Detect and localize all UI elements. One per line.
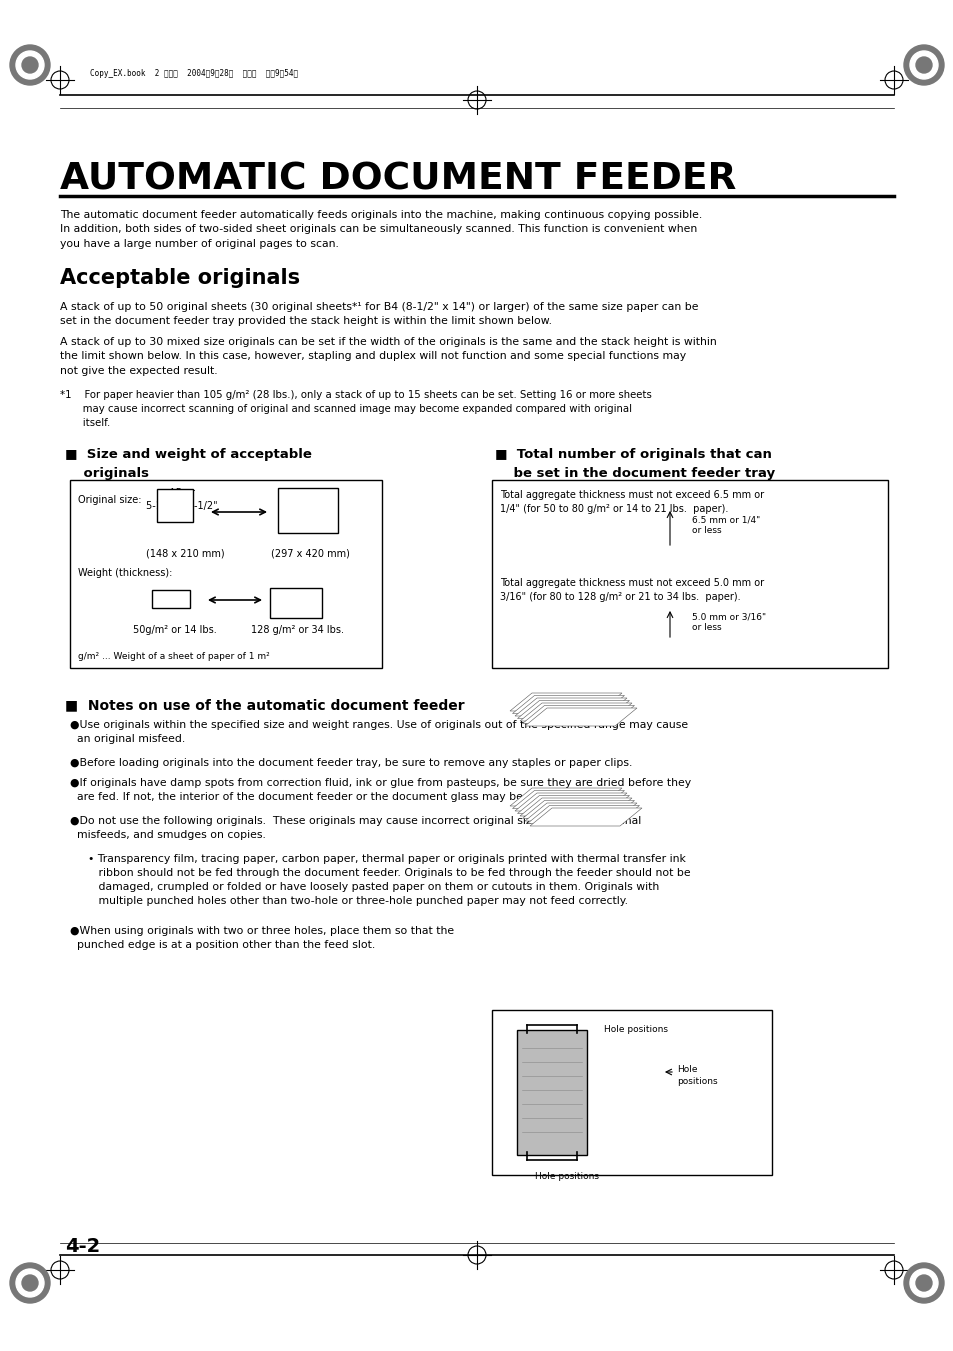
Text: Copy_EX.book  2 ページ  2004年9月28日  火曜日  午後9時54分: Copy_EX.book 2 ページ 2004年9月28日 火曜日 午後9時54… (90, 69, 297, 77)
Circle shape (10, 45, 50, 85)
Circle shape (909, 51, 937, 78)
Text: Total aggregate thickness must not exceed 6.5 mm or
1/4" (for 50 to 80 g/m² or 1: Total aggregate thickness must not excee… (499, 490, 763, 513)
Polygon shape (522, 801, 634, 819)
Circle shape (909, 1269, 937, 1297)
Circle shape (10, 1263, 50, 1302)
Polygon shape (522, 705, 634, 724)
Polygon shape (530, 808, 641, 825)
Text: ■  Notes on use of the automatic document feeder: ■ Notes on use of the automatic document… (65, 698, 464, 712)
Text: ■  Size and weight of acceptable
    originals: ■ Size and weight of acceptable original… (65, 449, 312, 480)
Bar (157, 489, 193, 521)
Text: 5.0 mm or 3/16"
or less: 5.0 mm or 3/16" or less (691, 612, 765, 632)
Text: 4-2: 4-2 (65, 1238, 100, 1256)
Text: ●When using originals with two or three holes, place them so that the
  punched : ●When using originals with two or three … (70, 925, 454, 950)
Text: AUTOMATIC DOCUMENT FEEDER: AUTOMATIC DOCUMENT FEEDER (60, 162, 736, 199)
Text: ■  Total number of originals that can
    be set in the document feeder tray: ■ Total number of originals that can be … (495, 449, 774, 480)
Polygon shape (515, 793, 626, 811)
Bar (270, 588, 322, 617)
Text: Original size:: Original size: (78, 494, 141, 505)
Polygon shape (524, 802, 637, 821)
Circle shape (915, 1275, 931, 1292)
Circle shape (22, 1275, 38, 1292)
Circle shape (915, 57, 931, 73)
Bar (70, 480, 381, 667)
Bar (517, 1029, 586, 1155)
Text: A3 or
11" x 17": A3 or 11" x 17" (287, 488, 333, 511)
Bar (492, 480, 887, 667)
Polygon shape (517, 796, 629, 813)
Text: The automatic document feeder automatically feeds originals into the machine, ma: The automatic document feeder automatica… (60, 209, 701, 249)
Circle shape (22, 57, 38, 73)
Circle shape (903, 45, 943, 85)
Text: A stack of up to 50 original sheets (30 original sheets*¹ for B4 (8-1/2" x 14") : A stack of up to 50 original sheets (30 … (60, 303, 698, 327)
Bar (492, 1011, 771, 1175)
Text: 128 g/m² or 34 lbs.: 128 g/m² or 34 lbs. (252, 626, 344, 635)
Text: ●Do not use the following originals.  These originals may cause incorrect origin: ●Do not use the following originals. The… (70, 816, 640, 840)
Text: • Transparency film, tracing paper, carbon paper, thermal paper or originals pri: • Transparency film, tracing paper, carb… (88, 854, 690, 907)
Polygon shape (519, 703, 631, 721)
Text: Hole positions: Hole positions (603, 1025, 667, 1035)
Polygon shape (517, 701, 629, 719)
Polygon shape (515, 698, 626, 716)
Text: 6.5 mm or 1/4"
or less: 6.5 mm or 1/4" or less (691, 515, 760, 535)
Text: ●Use originals within the specified size and weight ranges. Use of originals out: ●Use originals within the specified size… (70, 720, 687, 744)
Bar (152, 590, 190, 608)
Polygon shape (519, 798, 631, 816)
Text: A stack of up to 30 mixed size originals can be set if the width of the original: A stack of up to 30 mixed size originals… (60, 336, 716, 376)
Polygon shape (510, 693, 621, 711)
Text: Hole positions: Hole positions (535, 1173, 598, 1181)
Bar (277, 488, 337, 534)
Text: *1    For paper heavier than 105 g/m² (28 lbs.), only a stack of up to 15 sheets: *1 For paper heavier than 105 g/m² (28 l… (60, 390, 651, 428)
Text: 50g/m² or 14 lbs.: 50g/m² or 14 lbs. (133, 626, 216, 635)
Text: A5 or
5-1/2" x 8-1/2": A5 or 5-1/2" x 8-1/2" (146, 488, 217, 511)
Text: ●If originals have damp spots from correction fluid, ink or glue from pasteups, : ●If originals have damp spots from corre… (70, 778, 690, 802)
Text: Acceptable originals: Acceptable originals (60, 267, 300, 288)
Text: Weight (thickness):: Weight (thickness): (78, 567, 172, 578)
Circle shape (16, 1269, 44, 1297)
Polygon shape (512, 696, 624, 713)
Polygon shape (524, 708, 637, 725)
Polygon shape (527, 805, 639, 824)
Circle shape (903, 1263, 943, 1302)
Text: Hole
positions: Hole positions (677, 1065, 717, 1086)
Circle shape (16, 51, 44, 78)
Text: g/m² ... Weight of a sheet of paper of 1 m²: g/m² ... Weight of a sheet of paper of 1… (78, 653, 270, 661)
Text: (297 x 420 mm): (297 x 420 mm) (271, 549, 349, 558)
Text: ●Before loading originals into the document feeder tray, be sure to remove any s: ●Before loading originals into the docum… (70, 758, 632, 767)
Polygon shape (512, 790, 624, 808)
Polygon shape (510, 788, 621, 807)
Text: Total aggregate thickness must not exceed 5.0 mm or
3/16" (for 80 to 128 g/m² or: Total aggregate thickness must not excee… (499, 578, 763, 603)
Text: (148 x 210 mm): (148 x 210 mm) (146, 549, 224, 558)
